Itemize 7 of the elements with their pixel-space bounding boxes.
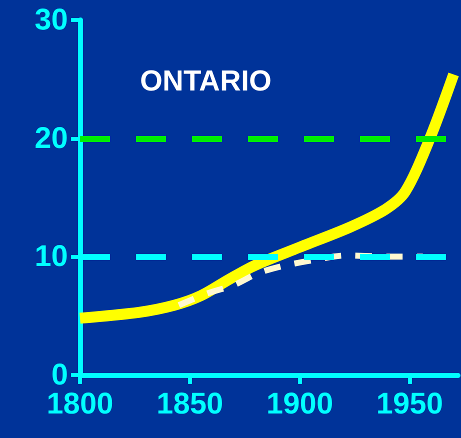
y-tick-label: 30 xyxy=(34,4,68,36)
y-tick-label: 10 xyxy=(34,240,68,274)
x-tick-label: 1900 xyxy=(266,388,334,420)
x-tick-label: 1950 xyxy=(376,388,444,420)
y-tick-label: 20 xyxy=(34,122,68,155)
x-tick-label: 1850 xyxy=(156,388,224,420)
text: ONTARIO xyxy=(140,66,272,98)
